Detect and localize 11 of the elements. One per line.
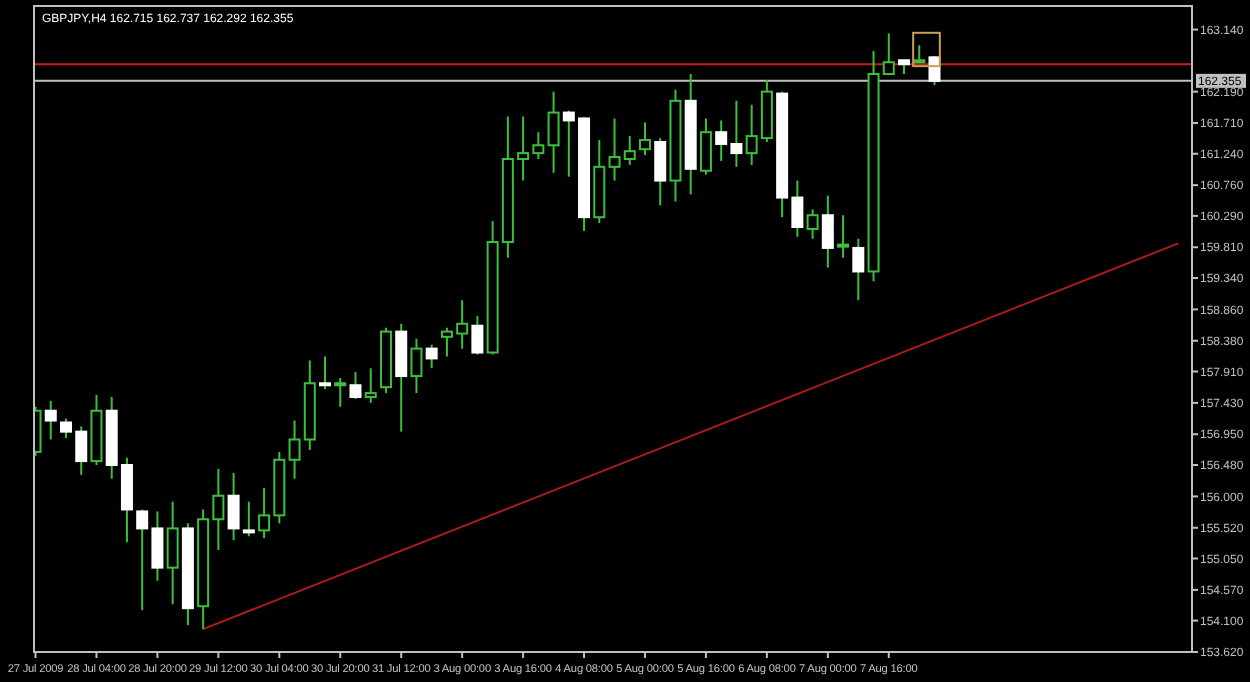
candlestick <box>547 90 560 174</box>
candlestick <box>639 121 651 157</box>
candlestick <box>166 500 179 606</box>
candlestick <box>806 208 819 240</box>
candlestick <box>227 471 240 542</box>
candlestick <box>410 337 423 395</box>
candlestick <box>425 343 438 370</box>
candlestick <box>699 117 712 176</box>
candlestick <box>837 214 850 259</box>
candlestick <box>334 377 347 408</box>
candlestick <box>364 367 377 404</box>
